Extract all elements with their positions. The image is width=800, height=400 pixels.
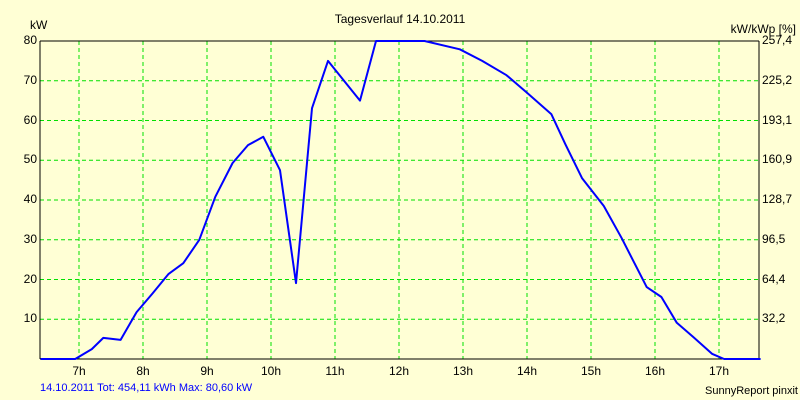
x-tick: 10h xyxy=(260,364,282,378)
x-tick: 17h xyxy=(708,364,730,378)
x-tick: 13h xyxy=(452,364,474,378)
summary-text: 14.10.2011 Tot: 454,11 kWh Max: 80,60 kW xyxy=(40,382,253,394)
y-tick-right: 225,2 xyxy=(762,72,793,87)
x-tick: 14h xyxy=(516,364,538,378)
y-axis-label-left: kW xyxy=(30,18,48,32)
x-tick: 7h xyxy=(72,364,86,378)
y-tick-left: 20 xyxy=(23,271,37,286)
x-tick: 11h xyxy=(325,364,345,378)
y-tick-right: 64,4 xyxy=(762,271,786,286)
y-tick-left: 10 xyxy=(23,311,37,326)
y-tick-left: 80 xyxy=(23,33,37,47)
y-tick-right: 96,5 xyxy=(762,231,786,246)
x-tick: 8h xyxy=(136,364,150,378)
y-tick-left: 60 xyxy=(23,112,37,127)
y-tick-right: 257,4 xyxy=(762,33,793,47)
x-tick: 15h xyxy=(580,364,602,378)
y-tick-right: 32,2 xyxy=(762,311,786,326)
y-tick-right: 160,9 xyxy=(762,152,793,167)
y-tick-left: 40 xyxy=(23,192,37,206)
y-axis-label-right: kW/kWp [%] xyxy=(730,22,796,36)
credit-text: SunnyReport pinxit xyxy=(705,385,798,397)
x-tick: 16h xyxy=(644,364,666,378)
y-tick-right: 128,7 xyxy=(762,192,793,206)
y-tick-right: 193,1 xyxy=(762,112,793,127)
y-tick-left: 50 xyxy=(23,152,37,167)
x-tick: 12h xyxy=(388,364,410,378)
chart-title: Tagesverlauf 14.10.2011 xyxy=(334,12,466,26)
y-tick-left: 30 xyxy=(23,231,37,246)
y-tick-left: 70 xyxy=(23,72,37,87)
series-line xyxy=(40,40,761,360)
x-tick: 9h xyxy=(200,364,214,378)
